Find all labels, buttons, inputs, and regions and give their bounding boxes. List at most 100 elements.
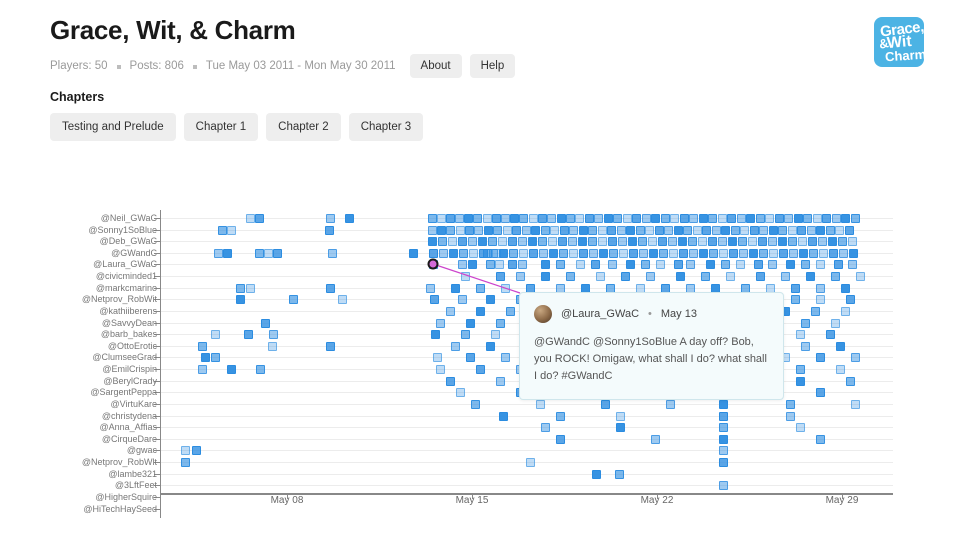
data-point[interactable] xyxy=(667,236,677,246)
data-point[interactable] xyxy=(213,248,223,258)
data-point[interactable] xyxy=(344,213,354,223)
data-point[interactable] xyxy=(245,283,255,293)
data-point[interactable] xyxy=(436,213,446,223)
data-point[interactable] xyxy=(777,236,787,246)
data-point[interactable] xyxy=(457,259,467,269)
data-point[interactable] xyxy=(800,259,810,269)
data-point[interactable] xyxy=(607,259,617,269)
data-point[interactable] xyxy=(437,236,447,246)
data-point[interactable] xyxy=(745,213,755,223)
data-point[interactable] xyxy=(509,213,519,223)
data-point[interactable] xyxy=(557,236,567,246)
data-point[interactable] xyxy=(638,248,648,258)
data-point[interactable] xyxy=(739,225,749,235)
data-point[interactable] xyxy=(785,399,795,409)
data-point[interactable] xyxy=(324,225,334,235)
data-point[interactable] xyxy=(777,225,787,235)
data-point[interactable] xyxy=(735,259,745,269)
data-point[interactable] xyxy=(436,225,446,235)
data-point[interactable] xyxy=(815,259,825,269)
data-point[interactable] xyxy=(673,225,683,235)
data-point[interactable] xyxy=(635,225,645,235)
data-point[interactable] xyxy=(568,248,578,258)
data-point[interactable] xyxy=(692,225,702,235)
data-point[interactable] xyxy=(588,248,598,258)
data-point[interactable] xyxy=(730,225,740,235)
data-point[interactable] xyxy=(815,283,825,293)
data-point[interactable] xyxy=(507,236,517,246)
data-point[interactable] xyxy=(525,457,535,467)
data-point[interactable] xyxy=(612,213,622,223)
data-point[interactable] xyxy=(428,248,438,258)
data-point[interactable] xyxy=(615,411,625,421)
data-point[interactable] xyxy=(728,248,738,258)
data-point[interactable] xyxy=(827,236,837,246)
data-point[interactable] xyxy=(591,469,601,479)
data-point[interactable] xyxy=(528,248,538,258)
data-point[interactable] xyxy=(255,364,265,374)
data-point[interactable] xyxy=(450,283,460,293)
data-point[interactable] xyxy=(855,271,865,281)
data-point[interactable] xyxy=(597,236,607,246)
data-point[interactable] xyxy=(540,259,550,269)
data-point[interactable] xyxy=(717,236,727,246)
brand-logo[interactable]: Grace, & Wit Charm xyxy=(874,17,924,67)
data-point[interactable] xyxy=(260,318,270,328)
data-point[interactable] xyxy=(500,213,510,223)
data-point[interactable] xyxy=(718,399,728,409)
data-point[interactable] xyxy=(598,248,608,258)
data-point[interactable] xyxy=(590,259,600,269)
data-point[interactable] xyxy=(517,259,527,269)
data-point[interactable] xyxy=(245,213,255,223)
data-point[interactable] xyxy=(620,271,630,281)
data-point[interactable] xyxy=(482,213,492,223)
data-point[interactable] xyxy=(718,248,728,258)
data-point[interactable] xyxy=(718,411,728,421)
data-point[interactable] xyxy=(325,213,335,223)
data-point[interactable] xyxy=(507,259,517,269)
data-point[interactable] xyxy=(685,259,695,269)
data-point[interactable] xyxy=(831,213,841,223)
data-point[interactable] xyxy=(785,259,795,269)
data-point[interactable] xyxy=(478,248,488,258)
data-point[interactable] xyxy=(505,306,515,316)
data-point[interactable] xyxy=(748,248,758,258)
data-point[interactable] xyxy=(427,213,437,223)
data-point[interactable] xyxy=(625,225,635,235)
data-point[interactable] xyxy=(830,318,840,328)
data-point[interactable] xyxy=(540,422,550,432)
data-point[interactable] xyxy=(457,294,467,304)
data-point[interactable] xyxy=(425,283,435,293)
data-point[interactable] xyxy=(845,294,855,304)
data-point[interactable] xyxy=(595,271,605,281)
data-point[interactable] xyxy=(828,248,838,258)
data-point[interactable] xyxy=(774,213,784,223)
data-point[interactable] xyxy=(808,248,818,258)
data-point[interactable] xyxy=(288,294,298,304)
data-point[interactable] xyxy=(655,259,665,269)
data-point[interactable] xyxy=(487,236,497,246)
data-point[interactable] xyxy=(483,225,493,235)
data-point[interactable] xyxy=(755,271,765,281)
data-point[interactable] xyxy=(738,248,748,258)
data-point[interactable] xyxy=(850,352,860,362)
data-point[interactable] xyxy=(454,213,464,223)
data-point[interactable] xyxy=(515,271,525,281)
data-point[interactable] xyxy=(627,236,637,246)
data-point[interactable] xyxy=(806,225,816,235)
data-point[interactable] xyxy=(538,248,548,258)
data-point[interactable] xyxy=(458,248,468,258)
data-point[interactable] xyxy=(631,213,641,223)
data-point[interactable] xyxy=(720,259,730,269)
data-point[interactable] xyxy=(325,283,335,293)
data-point[interactable] xyxy=(793,213,803,223)
data-point[interactable] xyxy=(468,248,478,258)
data-point[interactable] xyxy=(477,236,487,246)
data-point[interactable] xyxy=(678,248,688,258)
data-point[interactable] xyxy=(197,341,207,351)
data-point[interactable] xyxy=(708,248,718,258)
data-point[interactable] xyxy=(800,341,810,351)
data-point[interactable] xyxy=(447,236,457,246)
data-point[interactable] xyxy=(565,213,575,223)
data-point[interactable] xyxy=(758,225,768,235)
